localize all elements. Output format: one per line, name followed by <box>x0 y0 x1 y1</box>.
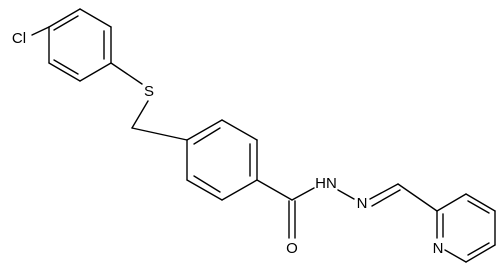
bond <box>467 200 490 214</box>
bond <box>467 242 490 256</box>
bond <box>131 127 188 141</box>
bond <box>337 189 355 200</box>
bond <box>31 26 50 36</box>
bond <box>221 119 258 141</box>
bond <box>436 193 467 212</box>
bond <box>79 62 112 82</box>
bond <box>186 119 223 141</box>
bond <box>465 244 496 263</box>
bond <box>221 179 258 201</box>
bond <box>256 179 293 201</box>
bond <box>193 127 221 145</box>
atom-label: N <box>433 240 444 257</box>
bond <box>369 183 399 200</box>
atom-label: Cl <box>12 30 26 47</box>
bond <box>371 189 401 207</box>
atom-label: S <box>144 83 154 100</box>
bond <box>48 62 81 82</box>
bond <box>186 179 223 201</box>
atom-label: O <box>286 240 298 257</box>
bonds <box>31 8 496 263</box>
bond <box>53 15 79 31</box>
bond <box>444 249 467 263</box>
bond <box>53 59 79 75</box>
bond <box>397 183 438 212</box>
bond <box>131 100 149 129</box>
bond <box>291 187 315 201</box>
atom-label: N <box>357 195 368 212</box>
bond <box>110 62 143 85</box>
bond <box>48 8 81 28</box>
bond <box>465 193 496 212</box>
atom-label: HN <box>315 175 337 192</box>
bond <box>79 8 112 28</box>
bond <box>193 175 221 193</box>
